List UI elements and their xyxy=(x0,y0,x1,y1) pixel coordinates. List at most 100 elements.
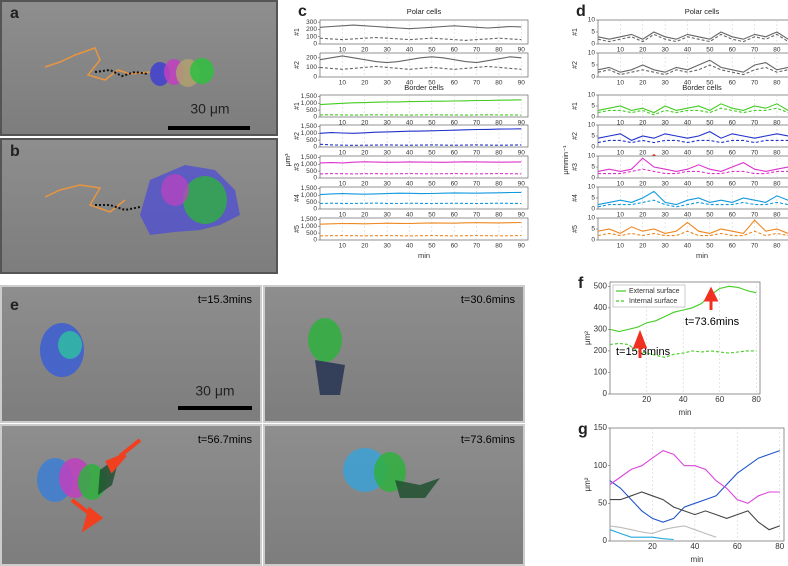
x-tick-label: 80 xyxy=(773,80,781,87)
y-tick-label: 500 xyxy=(306,137,317,144)
series-line xyxy=(609,342,757,358)
x-tick-label: 10 xyxy=(339,80,347,87)
plot-name: #1 xyxy=(572,102,579,110)
y-tick-label: 0 xyxy=(313,41,317,48)
y-tick-label: 10 xyxy=(588,122,596,129)
plot-name: #2 xyxy=(572,132,579,140)
series-line xyxy=(609,285,757,333)
x-tick-label: 60 xyxy=(451,150,459,157)
x-tick-label: 60 xyxy=(451,243,459,250)
x-tick-label: 20 xyxy=(648,542,657,551)
x-tick-label: 80 xyxy=(752,395,761,404)
panel-label: c xyxy=(298,3,307,20)
y-tick-label: 1,000 xyxy=(301,161,318,168)
plot-frame xyxy=(319,186,529,210)
y-tick-label: 10 xyxy=(588,215,596,222)
x-tick-label: 40 xyxy=(684,243,692,250)
series-line xyxy=(597,157,788,172)
series-line xyxy=(597,190,788,206)
x-tick-label: 10 xyxy=(617,47,625,54)
x-tick-label: 40 xyxy=(406,80,414,87)
x-tick-label: 80 xyxy=(773,181,781,188)
plot-frame xyxy=(597,217,788,241)
x-tick-label: 30 xyxy=(383,212,391,219)
x-tick-label: 40 xyxy=(684,181,692,188)
x-tick-label: 70 xyxy=(751,150,759,157)
x-tick-label: 80 xyxy=(495,47,503,54)
x-tick-label: 80 xyxy=(495,243,503,250)
x-tick-label: 80 xyxy=(773,212,781,219)
series-line xyxy=(598,168,788,175)
series-line xyxy=(609,449,780,504)
x-tick-label: 20 xyxy=(361,150,369,157)
x-axis-label: min xyxy=(691,555,704,564)
x-tick-label: 20 xyxy=(639,47,647,54)
x-tick-label: 60 xyxy=(729,120,737,127)
x-tick-label: 50 xyxy=(428,150,436,157)
series-line xyxy=(319,191,522,196)
series-line xyxy=(319,128,522,134)
frame-time: t=15.3mins xyxy=(198,294,253,306)
y-tick-label: 500 xyxy=(306,107,317,114)
x-tick-label: 60 xyxy=(451,120,459,127)
y-tick-label: 1,000 xyxy=(301,130,318,137)
x-tick-label: 70 xyxy=(473,243,481,250)
series-line xyxy=(597,33,788,43)
x-tick-label: 70 xyxy=(473,212,481,219)
x-tick-label: 70 xyxy=(473,80,481,87)
x-tick-label: 40 xyxy=(679,395,688,404)
y-tick-label: 200 xyxy=(594,346,608,355)
y-tick-label: 0 xyxy=(591,74,595,81)
x-tick-label: 70 xyxy=(751,212,759,219)
plot-frame xyxy=(597,124,788,148)
x-axis-label: min xyxy=(418,251,430,260)
x-tick-label: 10 xyxy=(617,181,625,188)
x-tick-label: 40 xyxy=(406,212,414,219)
plot-name: #4 xyxy=(572,194,579,202)
series-line xyxy=(597,230,788,237)
panel-label: g xyxy=(578,421,588,438)
x-tick-label: 30 xyxy=(661,120,669,127)
y-tick-label: 10 xyxy=(588,153,596,160)
x-tick-label: 50 xyxy=(428,243,436,250)
y-axis-label: μm² xyxy=(583,477,592,491)
x-tick-label: 70 xyxy=(751,80,759,87)
x-tick-label: 70 xyxy=(473,181,481,188)
x-tick-label: 20 xyxy=(639,212,647,219)
x-tick-label: 50 xyxy=(706,120,714,127)
x-tick-label: 40 xyxy=(684,212,692,219)
x-tick-label: 20 xyxy=(361,47,369,54)
x-tick-label: 80 xyxy=(495,150,503,157)
y-tick-label: 10 xyxy=(588,184,596,191)
y-tick-label: 100 xyxy=(306,33,317,40)
y-tick-label: 500 xyxy=(306,168,317,175)
x-tick-label: 10 xyxy=(339,120,347,127)
x-tick-label: 80 xyxy=(773,243,781,250)
series-line xyxy=(319,143,522,146)
legend-label: External surface xyxy=(629,288,680,295)
y-tick-label: 500 xyxy=(594,281,608,290)
y-tick-label: 1,500 xyxy=(301,154,318,161)
x-tick-label: 60 xyxy=(729,47,737,54)
x-tick-label: 40 xyxy=(684,47,692,54)
y-tick-label: 0 xyxy=(603,536,608,545)
x-tick-label: 50 xyxy=(706,80,714,87)
x-tick-label: 20 xyxy=(361,243,369,250)
x-tick-label: 50 xyxy=(706,47,714,54)
y-tick-label: 1,000 xyxy=(301,223,318,230)
plot-name: #1 xyxy=(294,102,301,110)
x-tick-label: 20 xyxy=(361,212,369,219)
x-tick-label: 10 xyxy=(339,181,347,188)
x-tick-label: 90 xyxy=(518,47,526,54)
y-tick-label: 500 xyxy=(306,199,317,206)
x-tick-label: 50 xyxy=(428,181,436,188)
x-axis-label: min xyxy=(679,408,692,417)
x-tick-label: 70 xyxy=(751,120,759,127)
x-tick-label: 50 xyxy=(706,212,714,219)
frame-time: t=30.6mins xyxy=(461,294,516,306)
y-tick-label: 1,500 xyxy=(301,185,318,192)
x-tick-label: 90 xyxy=(518,212,526,219)
series-line xyxy=(597,130,788,142)
plot-name: #2 xyxy=(294,132,301,140)
image-panel-e: 30 μm e t=15.3mins t=30.6mins t=56.7mins… xyxy=(0,285,525,566)
